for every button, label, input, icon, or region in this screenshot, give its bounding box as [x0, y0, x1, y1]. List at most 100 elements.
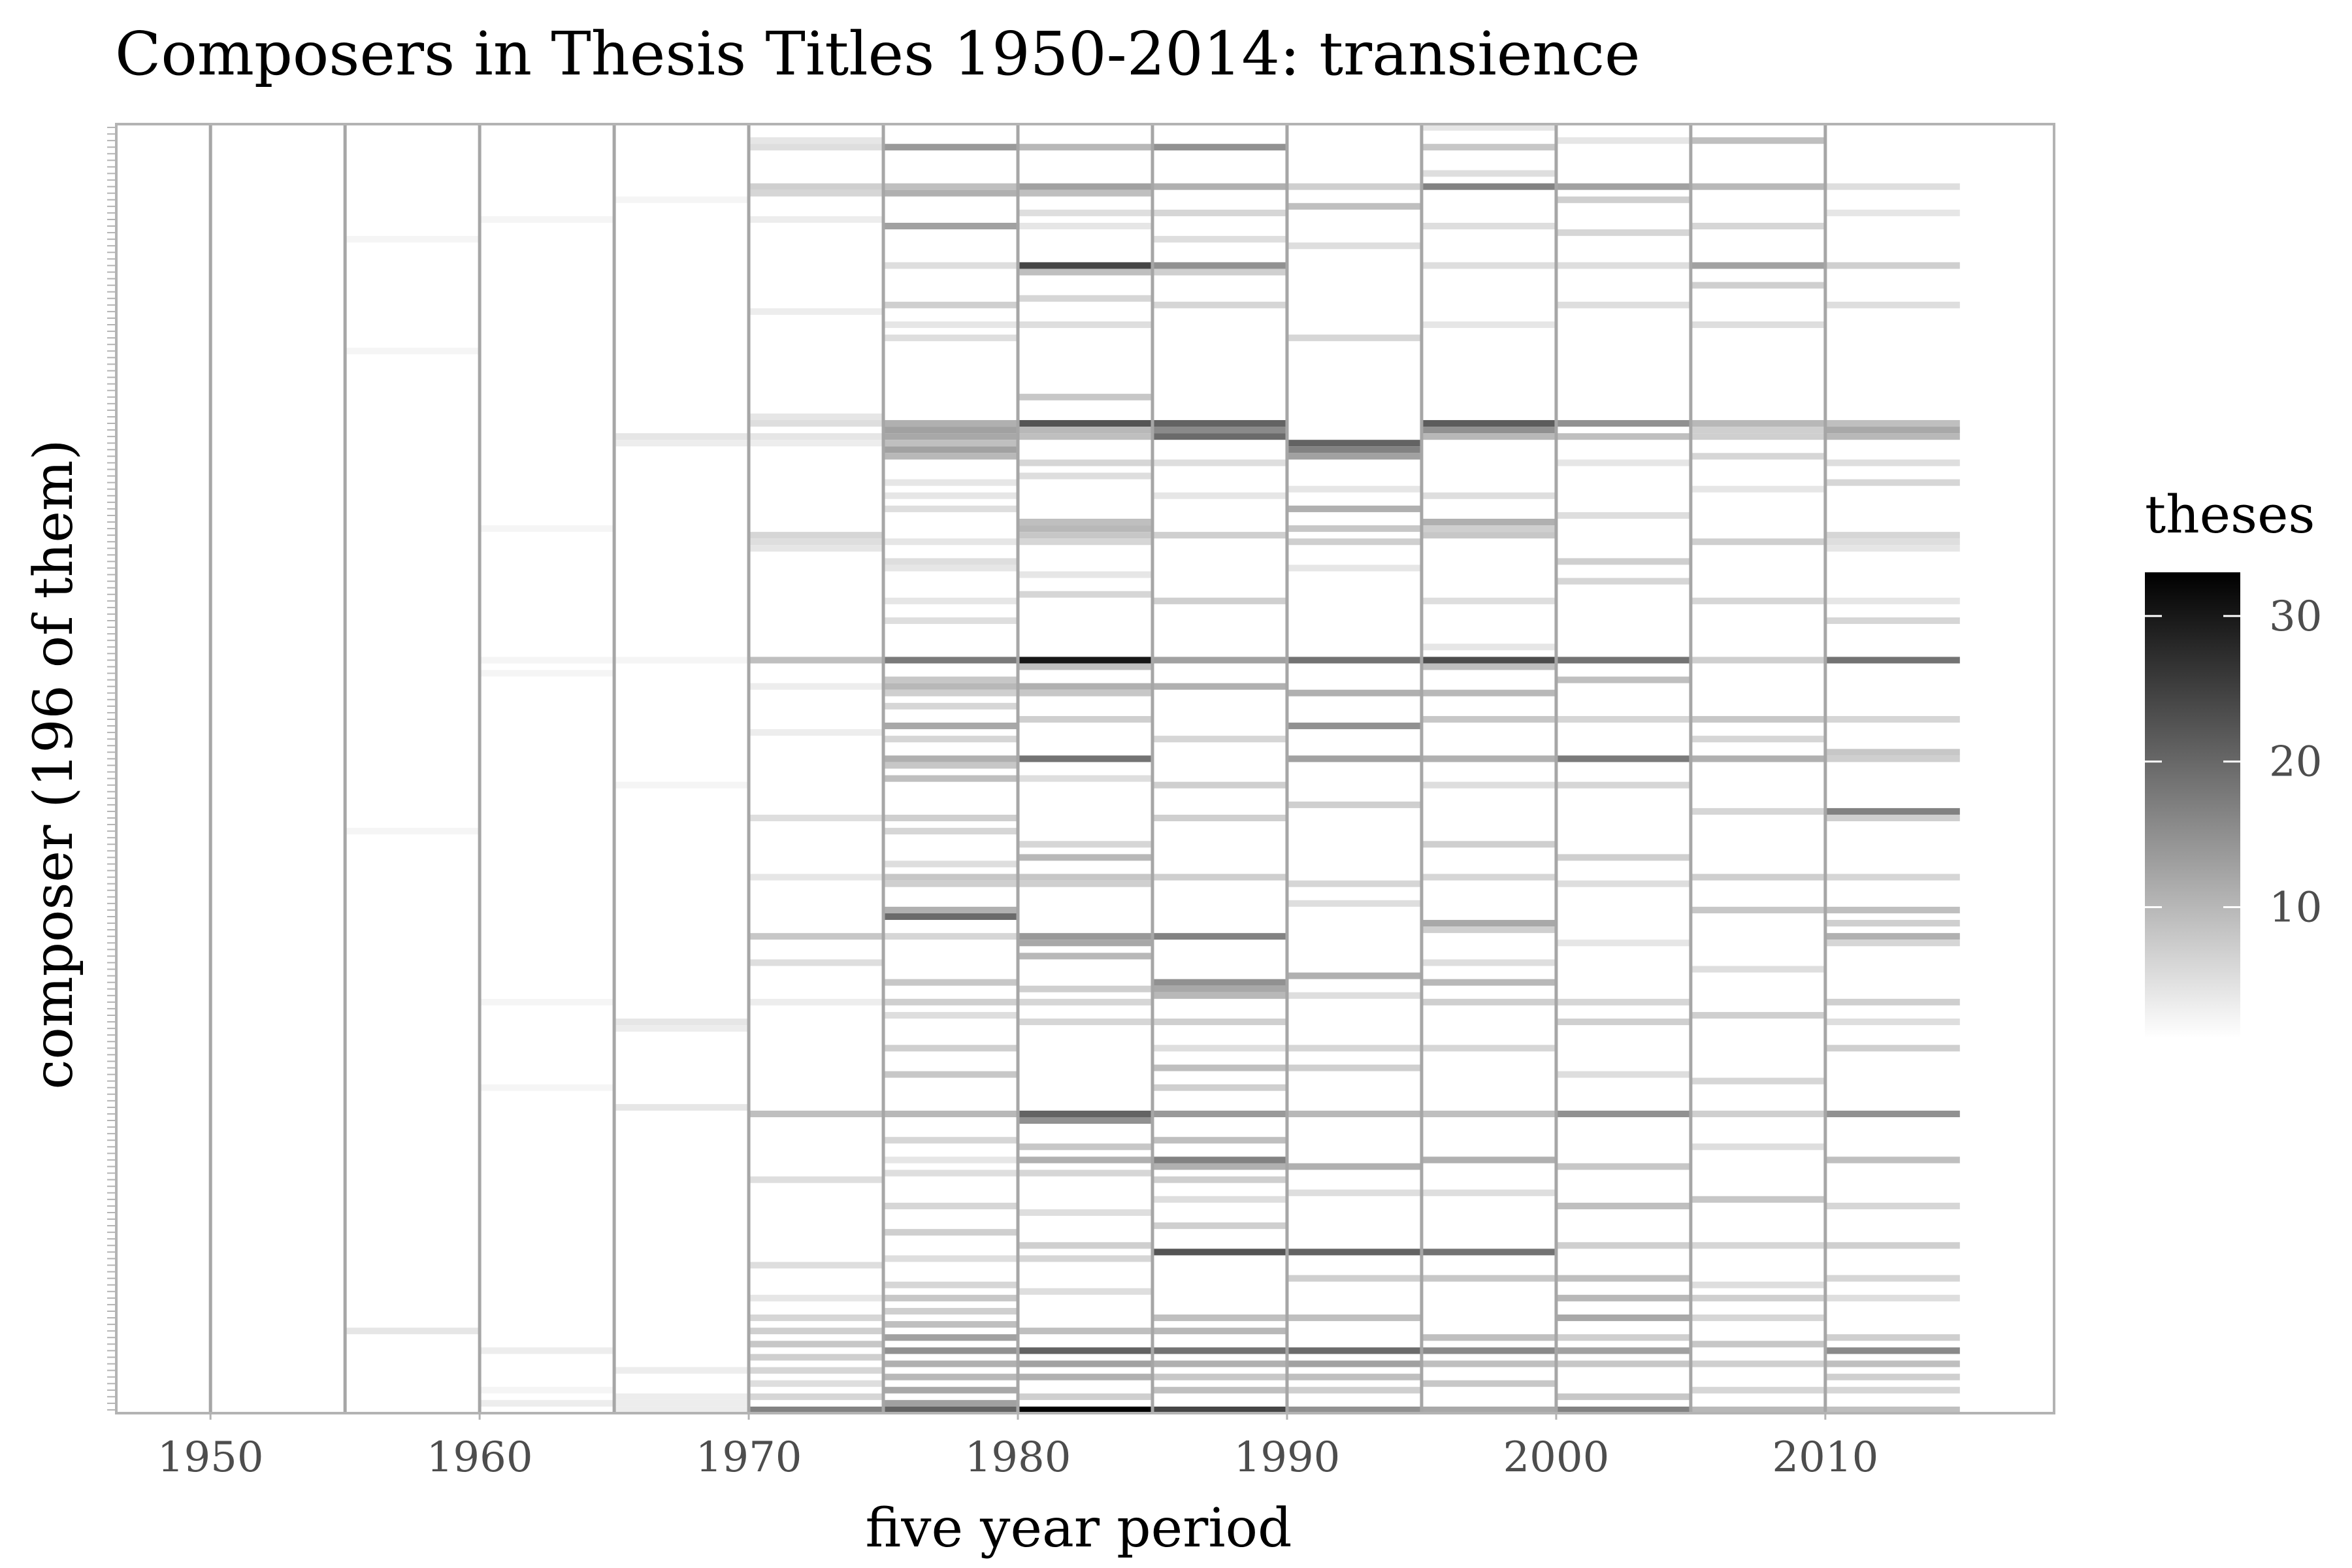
heatmap-cell — [1825, 1275, 1960, 1282]
heatmap-cell — [1421, 1360, 1556, 1367]
heatmap-cell — [1421, 920, 1556, 927]
heatmap-cell — [1825, 906, 1960, 913]
heatmap-cell — [1152, 1360, 1287, 1367]
heatmap-cell — [1690, 715, 1825, 723]
heatmap-cell — [1690, 1294, 1825, 1301]
heatmap-cell — [883, 755, 1019, 762]
heatmap-cell — [1556, 676, 1691, 683]
heatmap-cell — [1825, 814, 1960, 822]
heatmap-cell — [1825, 1242, 1960, 1249]
heatmap-cell — [1286, 505, 1422, 512]
heatmap-cell — [614, 657, 749, 664]
heatmap-cell — [1152, 144, 1287, 151]
heatmap-cell — [1152, 683, 1287, 690]
heatmap-cell — [1556, 715, 1691, 723]
heatmap-cell — [749, 144, 884, 151]
heatmap-cell — [1018, 144, 1152, 151]
heatmap-cell — [749, 532, 884, 539]
heatmap-cell — [614, 1103, 749, 1111]
heatmap-cell — [1421, 492, 1556, 499]
heatmap-cell — [480, 670, 615, 677]
heatmap-cell — [1690, 755, 1825, 762]
heatmap-cell — [1690, 1386, 1825, 1394]
heatmap-cell — [883, 880, 1019, 887]
heatmap-cell — [1018, 998, 1152, 1005]
heatmap-cell — [1018, 1242, 1152, 1249]
heatmap-cell — [883, 1071, 1019, 1078]
heatmap-cell — [883, 538, 1019, 546]
heatmap-cell — [1556, 1202, 1691, 1209]
heatmap-cell — [883, 689, 1019, 696]
heatmap-cells — [345, 124, 1960, 1413]
heatmap-cell — [1421, 170, 1556, 177]
heatmap-cell — [1556, 558, 1691, 565]
heatmap-cell — [883, 446, 1019, 453]
heatmap-cell — [1825, 1347, 1960, 1354]
heatmap-cell — [749, 1176, 884, 1183]
heatmap-cell — [883, 702, 1019, 710]
heatmap-cell — [749, 1294, 884, 1301]
x-tick-label: 1960 — [427, 1433, 533, 1482]
heatmap-cell — [883, 419, 1019, 427]
heatmap-cell — [1286, 203, 1422, 210]
heatmap-cell — [883, 564, 1019, 572]
heatmap-cell — [883, 814, 1019, 822]
heatmap-cell — [1825, 262, 1960, 269]
heatmap-cell — [1421, 1249, 1556, 1256]
heatmap-cell — [1421, 1406, 1556, 1413]
heatmap-cell — [883, 723, 1019, 730]
heatmap-cell — [1018, 657, 1152, 664]
heatmap-cell — [1152, 1019, 1287, 1026]
heatmap-cell — [1152, 814, 1287, 822]
heatmap-cell — [883, 1399, 1019, 1407]
heatmap-cell — [1018, 1255, 1152, 1262]
heatmap-cell — [1556, 1393, 1691, 1400]
heatmap-cell — [1286, 689, 1422, 696]
heatmap-cell — [1286, 564, 1422, 572]
heatmap-cell — [883, 775, 1019, 782]
heatmap-cell — [1018, 459, 1152, 466]
heatmap-cell — [883, 1406, 1019, 1413]
heatmap-cell — [1286, 801, 1422, 808]
heatmap-cell — [1018, 939, 1152, 947]
y-axis-ticks — [107, 127, 116, 1411]
x-axis-ticks: 1950 1960 1970 1980 1990 2000 2010 — [157, 1413, 1878, 1482]
heatmap-cell — [1556, 939, 1691, 947]
heatmap-cell — [1152, 459, 1287, 466]
heatmap-cell — [1690, 736, 1825, 743]
heatmap-cell — [480, 998, 615, 1005]
heatmap-cell — [614, 196, 749, 203]
heatmap-cell — [1286, 453, 1422, 460]
heatmap-cell — [883, 1281, 1019, 1288]
heatmap-cell — [1018, 262, 1152, 269]
chart-title: Composers in Thesis Titles 1950-2014: tr… — [115, 19, 1641, 89]
heatmap-cell — [1152, 492, 1287, 499]
heatmap-cell — [883, 657, 1019, 664]
heatmap-cell — [749, 137, 884, 144]
heatmap-cell — [749, 413, 884, 420]
heatmap-cell — [1286, 538, 1422, 546]
heatmap-cell — [1421, 926, 1556, 934]
heatmap-cell — [1018, 532, 1152, 539]
heatmap-cell — [749, 419, 884, 427]
heatmap-cell — [1286, 1110, 1422, 1118]
heatmap-cell — [1690, 1143, 1825, 1151]
heatmap-cell — [345, 236, 480, 243]
heatmap-cell — [1825, 1019, 1960, 1026]
heatmap-cell — [1018, 518, 1152, 526]
legend-tick-label: 10 — [2269, 883, 2322, 932]
heatmap-cell — [883, 906, 1019, 913]
heatmap-cell — [883, 321, 1019, 329]
heatmap-cell — [1018, 427, 1152, 434]
heatmap-cell — [1152, 874, 1287, 881]
heatmap-cell — [1421, 755, 1556, 762]
heatmap-cell — [1825, 657, 1960, 664]
heatmap-cell — [1421, 979, 1556, 986]
heatmap-cell — [1152, 1328, 1287, 1335]
heatmap-cell — [1421, 222, 1556, 230]
heatmap-cell — [1825, 1294, 1960, 1301]
heatmap-cell — [883, 427, 1019, 434]
heatmap-cell — [1018, 222, 1152, 230]
heatmap-cell — [1286, 972, 1422, 979]
heatmap-cell — [1690, 183, 1825, 190]
